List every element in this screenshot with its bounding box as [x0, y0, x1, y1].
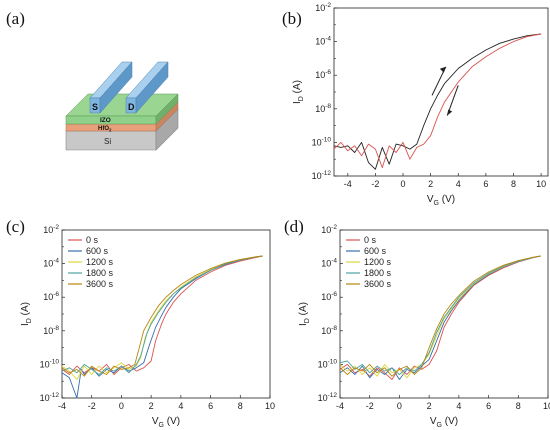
x-tick-label: -4: [336, 401, 344, 411]
x-tick-label: 4: [456, 179, 461, 189]
x-tick-label: 8: [238, 401, 243, 411]
series-line-0: [333, 33, 542, 170]
legend-label: 1200 s: [86, 257, 114, 267]
channel-side: [155, 93, 179, 125]
series-line-3600-s: [61, 255, 263, 377]
down-arrow-head: [447, 109, 453, 116]
x-tick-label: 4: [456, 401, 461, 411]
x-tick-label: -4: [58, 401, 66, 411]
drain-label: D: [128, 102, 135, 112]
panel-label-a: (a): [6, 9, 25, 28]
x-tick-label: 6: [483, 179, 488, 189]
x-tick-label: -4: [344, 179, 352, 189]
x-tick-label: 2: [427, 401, 432, 411]
y-tick-label: 10-10: [318, 358, 338, 369]
legend-label: 600 s: [86, 246, 109, 256]
x-tick-label: 6: [486, 401, 491, 411]
x-tick-label: 10: [536, 179, 546, 189]
series-line-3600-s: [339, 255, 541, 377]
legend-label: 3600 s: [364, 279, 392, 289]
y-tick-label: 10-2: [43, 224, 59, 235]
dielectric-label: HfO2: [98, 126, 112, 133]
legend-label: 0 s: [364, 235, 377, 245]
x-axis-label: VG (V): [427, 194, 455, 207]
y-tick-label: 10-8: [43, 325, 59, 336]
legend-label: 600 s: [364, 246, 387, 256]
channel-label: IZO: [100, 117, 111, 124]
panel-label-d: (d): [284, 217, 304, 236]
x-axis-label: VG (V): [430, 416, 458, 429]
x-tick-label: 8: [516, 401, 521, 411]
x-tick-label: 8: [511, 179, 516, 189]
device-schematic: S D IZO HfO2 Si: [65, 61, 179, 151]
legend-label: 1800 s: [364, 268, 392, 278]
x-tick-label: 0: [119, 401, 124, 411]
y-tick-label: 10-6: [321, 291, 337, 302]
legend-label: 1200 s: [364, 257, 392, 267]
y-tick-label: 10-8: [321, 325, 337, 336]
y-tick-label: 10-4: [43, 258, 59, 269]
y-tick-label: 10-4: [315, 36, 331, 47]
legend-label: 1800 s: [86, 268, 114, 278]
source-label: S: [92, 102, 98, 112]
y-tick-label: 10-6: [315, 69, 331, 80]
series-line-600-s: [339, 255, 541, 380]
chart-d: -4 -2 0 2 4 6 8 10 10-12 10-10 10-8 10-6 10-4 10-2 VG …: [298, 224, 550, 429]
y-tick-label: 10-6: [43, 291, 59, 302]
x-tick-label: 2: [428, 179, 433, 189]
x-axis-label: VG (V): [152, 416, 180, 429]
plot-frame: [333, 7, 549, 177]
x-tick-label: 10: [265, 401, 275, 411]
x-tick-label: 2: [149, 401, 154, 411]
x-tick-label: 0: [397, 401, 402, 411]
y-tick-label: 10-12: [318, 392, 338, 403]
x-tick-label: -2: [88, 401, 96, 411]
y-axis-label: ID (A): [298, 302, 311, 326]
y-axis-label: ID (A): [20, 302, 33, 326]
substrate-label: Si: [104, 137, 111, 146]
y-tick-label: 10-10: [312, 136, 332, 147]
series-line-1800-s: [339, 255, 541, 375]
y-axis-label: ID (A): [292, 80, 305, 104]
legend-label: 3600 s: [86, 279, 114, 289]
chart-c: -4 -2 0 2 4 6 8 10 10-12 10-10 10-8 10-6 10-4 10-2 VG …: [20, 224, 275, 429]
panel-label-b: (b): [282, 9, 302, 28]
drain-electrode-side: [135, 61, 169, 114]
series-line-1: [333, 33, 542, 169]
y-tick-label: 10-12: [312, 170, 332, 181]
y-tick-label: 10-8: [315, 103, 331, 114]
y-tick-label: 10-4: [321, 258, 337, 269]
y-tick-label: 10-12: [40, 392, 60, 403]
series-line-1800-s: [61, 255, 263, 375]
up-arrow-head: [439, 66, 446, 73]
x-tick-label: 0: [401, 179, 406, 189]
chart-b: -4 -2 0 2 4 6 8 10 10-12 10-10 10-8 10-6 10-4 10-2 VG …: [292, 2, 549, 207]
y-tick-label: 10-10: [40, 358, 60, 369]
channel-front: [65, 115, 157, 125]
source-electrode-side: [99, 61, 133, 114]
panel-label-c: (c): [6, 217, 25, 236]
legend-label: 0 s: [86, 235, 99, 245]
x-tick-label: -2: [371, 179, 379, 189]
y-tick-label: 10-2: [321, 224, 337, 235]
x-tick-label: 6: [208, 401, 213, 411]
x-tick-label: 4: [178, 401, 183, 411]
y-tick-label: 10-2: [315, 2, 331, 13]
x-tick-label: 10: [543, 401, 550, 411]
x-tick-label: -2: [366, 401, 374, 411]
